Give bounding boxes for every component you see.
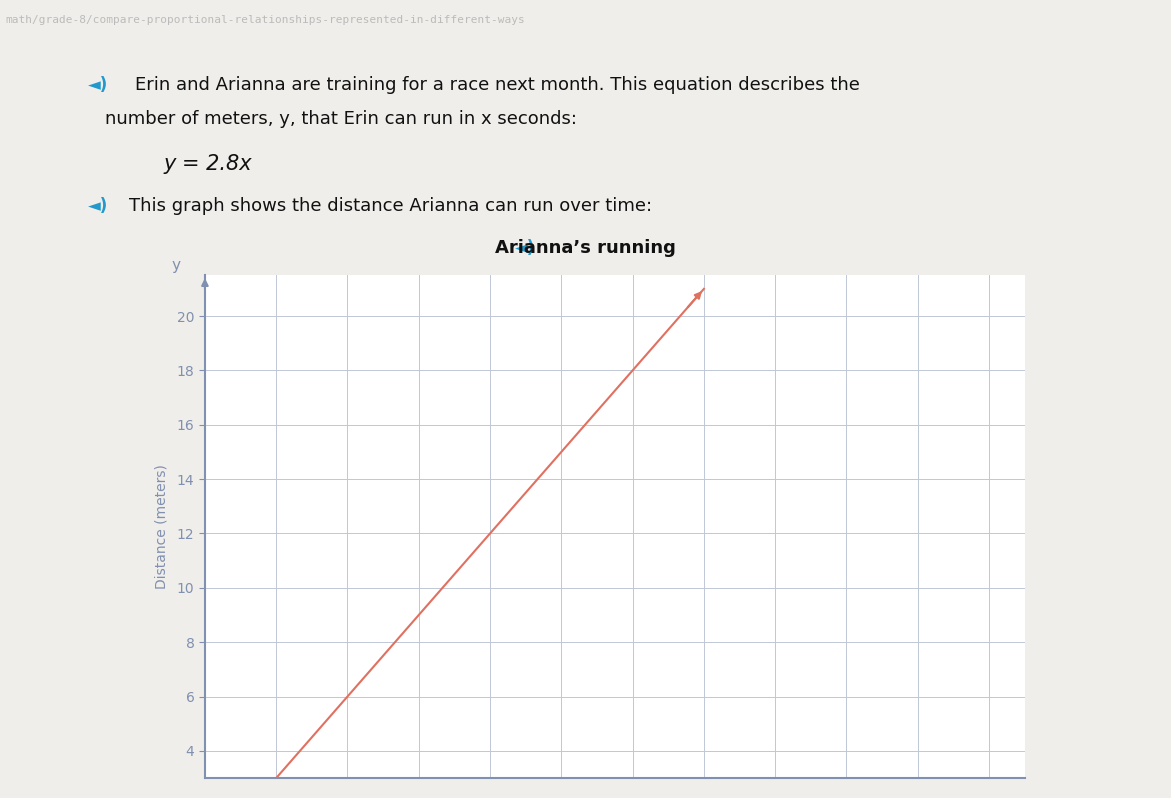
Text: y: y [172, 258, 180, 273]
Text: ◄): ◄) [88, 76, 108, 94]
Y-axis label: Distance (meters): Distance (meters) [155, 464, 169, 589]
Text: This graph shows the distance Arianna can run over time:: This graph shows the distance Arianna ca… [129, 197, 652, 215]
Text: ◄): ◄) [88, 197, 108, 215]
Text: number of meters, y, that Erin can run in x seconds:: number of meters, y, that Erin can run i… [105, 110, 577, 128]
Text: math/grade-8/compare-proportional-relationships-represented-in-different-ways: math/grade-8/compare-proportional-relati… [6, 14, 526, 25]
Text: y = 2.8x: y = 2.8x [164, 154, 253, 174]
Text: Arianna’s running: Arianna’s running [495, 239, 676, 258]
Text: Erin and Arianna are training for a race next month. This equation describes the: Erin and Arianna are training for a race… [135, 76, 860, 94]
Text: ◄): ◄) [515, 239, 535, 258]
